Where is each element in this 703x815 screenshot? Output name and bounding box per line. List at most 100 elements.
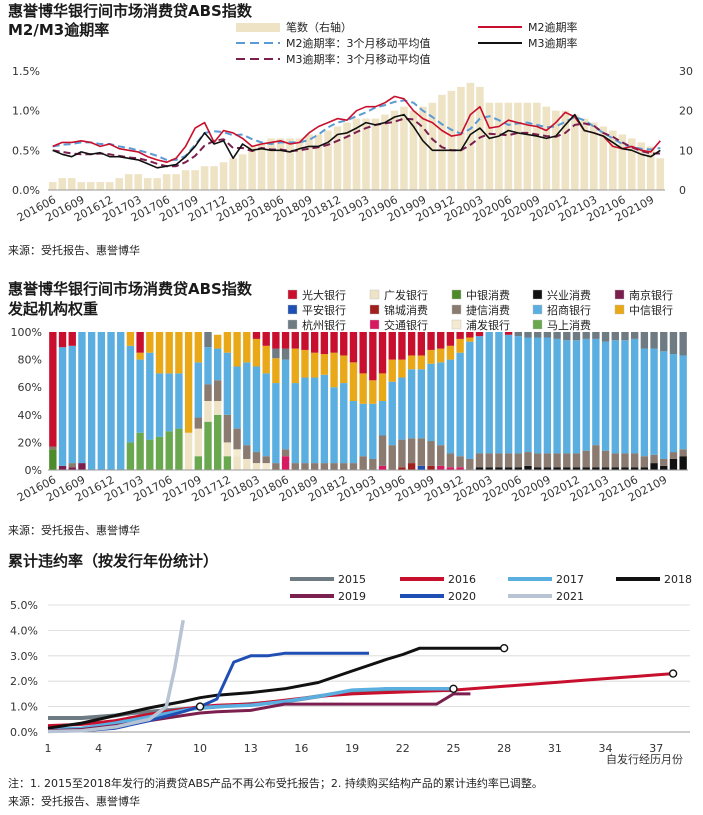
chart2-bar-segment [136, 359, 144, 433]
chart1-y-tick: 1.5% [12, 65, 40, 78]
chart2-bar-segment [243, 445, 251, 459]
chart2-bar-segment [223, 456, 232, 470]
chart1-y2-tick: 30 [679, 65, 693, 78]
chart2-bar-segment [68, 467, 76, 470]
chart1-count-bar [267, 138, 275, 190]
chart2-bar-segment [456, 338, 464, 353]
chart3-y-tick: 5.0% [10, 599, 38, 612]
chart1-count-bar [153, 178, 161, 190]
chart2-bar-segment [320, 463, 329, 470]
chart1-count-bar [143, 178, 152, 190]
chart1-plot-area: 0.0%0.5%1.0%1.5%010203020160620160920161… [12, 65, 693, 224]
chart2-bar-segment [621, 340, 629, 454]
chart1-count-bar [495, 102, 503, 190]
legend-swatch [369, 289, 380, 300]
chart2-bar-segment [175, 332, 183, 374]
chart1-y-tick: 0.5% [12, 144, 40, 157]
chart2-bar-segment [427, 332, 435, 350]
chart1-count-bar [105, 182, 114, 190]
chart2-bar-segment [446, 345, 455, 360]
chart-m2-m3-delinquency: 惠誉博华银行间市场消费贷ABS指数 M2/M3逾期率 来源：受托报告、惠誉博华 … [8, 2, 693, 257]
chart2-bar-segment [214, 334, 222, 349]
chart1-count-bar [371, 118, 380, 190]
chart2-bar-segment [456, 352, 464, 457]
chart2-bar-segment [650, 463, 658, 470]
legend-label: 2019 [338, 590, 366, 603]
chart1-count-bar [134, 174, 142, 190]
legend-swatch [614, 289, 625, 300]
chart1-count-bar [656, 158, 665, 190]
chart2-bar-segment [466, 341, 474, 459]
chart2-bar-segment [456, 332, 464, 339]
chart2-bar-segment [301, 377, 309, 464]
chart1-count-bar [343, 122, 351, 190]
chart2-bar-segment [243, 362, 251, 446]
chart1-count-bar [257, 142, 266, 190]
chart1-count-bar [324, 130, 332, 190]
chart1-count-bar [286, 138, 294, 190]
chart2-bar-segment [301, 463, 309, 470]
chart1-count-bar [466, 82, 475, 190]
chart2-bar-segment [437, 332, 445, 349]
legend-swatch [532, 304, 543, 315]
chart3-x-axis-label: 自发行经历月份 [606, 752, 683, 766]
chart2-bar-segment [378, 465, 387, 470]
chart3-end-marker [499, 643, 509, 653]
chart2-bar-segment [640, 332, 649, 349]
legend-swatch [236, 23, 280, 32]
chart2-bar-segment [417, 369, 426, 439]
chart3-end-marker [449, 684, 458, 694]
chart1-count-bar [295, 138, 304, 190]
chart1-count-bar [457, 86, 465, 190]
chart2-bar-segment [601, 332, 610, 342]
legend-swatch [287, 319, 298, 330]
chart2-bar-segment [281, 456, 290, 470]
chart1-count-bar [305, 134, 313, 190]
chart1-count-bar [542, 106, 551, 190]
chart2-bar-segment [679, 449, 687, 457]
chart2-bar-segment [437, 348, 445, 363]
chart2-bar-segment [194, 428, 202, 457]
chart2-bar-segment [543, 337, 552, 454]
chart2-bar-segment [155, 332, 164, 374]
chart2-bar-segment [407, 438, 416, 464]
chart2-bar-segment [97, 332, 106, 470]
chart2-bar-segment [388, 381, 396, 446]
chart2-y-tick: 40% [18, 409, 42, 422]
chart2-bar-segment [611, 340, 619, 454]
chart1-count-bar [552, 110, 560, 190]
chart2-bar-segment [165, 373, 173, 432]
chart3-end-marker [195, 702, 205, 711]
chart1-count-bar [58, 178, 67, 190]
chart2-bar-segment [204, 384, 212, 401]
chart2-bar-segment [126, 332, 135, 346]
chart2-bar-segment [58, 332, 67, 348]
chart2-bar-segment [233, 428, 241, 450]
legend-label: 2018 [664, 573, 692, 586]
chart2-bar-segment [592, 338, 600, 446]
chart2-bar-segment [572, 453, 581, 468]
chart2-bar-segment [359, 332, 367, 374]
chart2-bar-segment [262, 332, 270, 346]
chart1-series-line-4 [52, 117, 661, 168]
chart1-title: 惠誉博华银行间市场消费贷ABS指数 [8, 2, 253, 20]
chart3-source: 来源：受托报告、惠誉博华 [8, 794, 140, 808]
chart3-series-2018 [47, 646, 505, 730]
chart2-bar-segment [310, 463, 319, 470]
chart2-bar-segment [146, 352, 154, 440]
chart2-bar-segment [446, 359, 455, 454]
chart2-bar-segment [621, 453, 629, 468]
chart2-bar-segment [563, 332, 571, 341]
chart2-bar-segment [369, 403, 377, 459]
chart2-bar-segment [601, 341, 610, 451]
chart1-count-bar [238, 154, 247, 190]
chart2-bar-segment [243, 458, 251, 470]
chart1-y2-tick: 20 [679, 105, 693, 118]
chart2-bar-segment [630, 332, 639, 339]
chart2-bar-segment [650, 454, 658, 464]
chart1-count-bar [618, 134, 627, 190]
chart1-count-bar [314, 134, 323, 190]
chart2-bar-segment [640, 348, 649, 457]
chart1-count-bar [438, 94, 446, 190]
chart2-bar-segment [398, 439, 406, 468]
